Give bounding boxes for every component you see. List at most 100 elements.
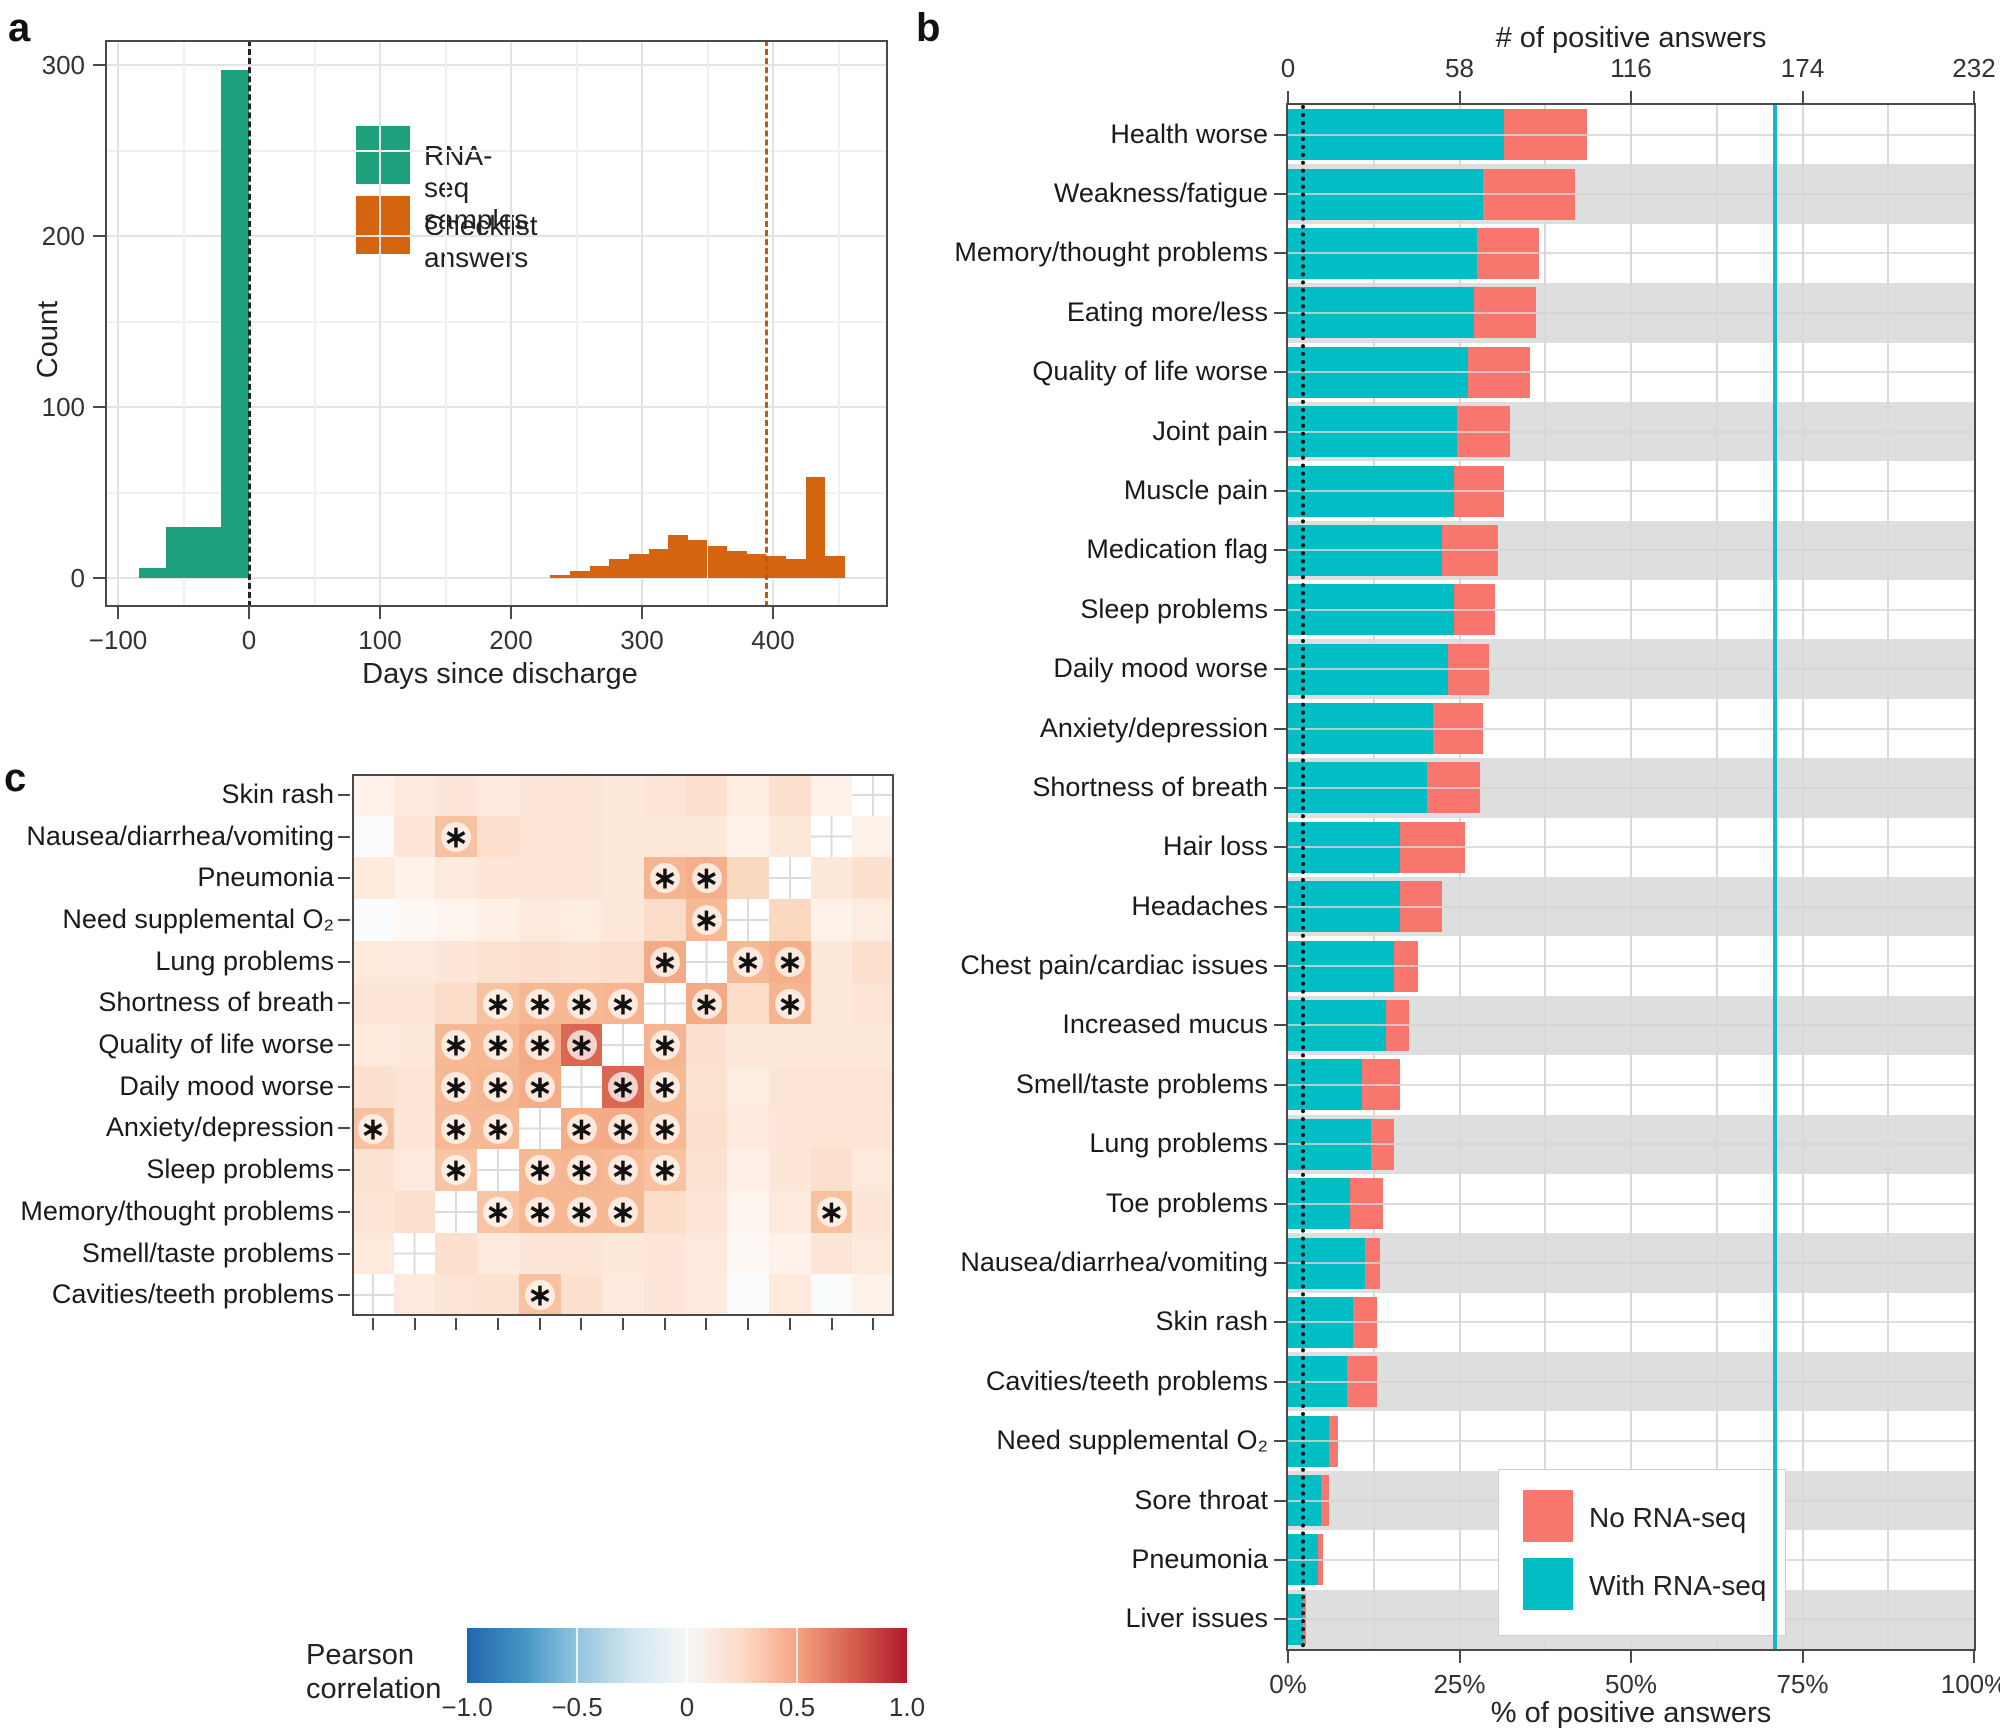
row-label: Cavities/teeth problems [985, 1365, 1268, 1396]
heatmap-cell [435, 983, 477, 1024]
heatmap-cell [394, 1274, 435, 1316]
heatmap-cell [519, 816, 561, 857]
row-label: Eating more/less [1066, 296, 1268, 327]
significance-star: ∗ [525, 988, 555, 1020]
heatmap-cell [686, 1274, 727, 1316]
panel-b-top-axis-title: # of positive answers [1495, 22, 1767, 54]
heatmap-cell [727, 857, 769, 899]
top-tick-mark [1973, 91, 1975, 103]
heatmap-cell [435, 1191, 477, 1233]
heatmap-cell [394, 774, 435, 816]
bottom-tick-mark [1801, 1651, 1804, 1663]
gridline-v [1544, 105, 1547, 1649]
heatmap-cell [602, 1233, 644, 1274]
heatmap-cell [352, 983, 394, 1024]
heatmap-cell [352, 816, 394, 857]
heatmap-row-tick [338, 877, 350, 880]
panel-a-letter: a [8, 6, 31, 50]
x-tick-label: 0 [241, 625, 257, 655]
heatmap-cell [686, 1024, 727, 1066]
gridline-v [772, 40, 774, 607]
legend-label-with-rnaseq: With RNA-seq [1589, 1570, 1767, 1601]
top-tick-label: 116 [1610, 53, 1652, 83]
significance-star: ∗ [483, 988, 513, 1020]
heatmap-cell [394, 1066, 435, 1108]
x-tick-label: 100 [358, 625, 402, 655]
heatmap-cell [811, 1274, 852, 1316]
row-tick-mark [1274, 1499, 1286, 1502]
heatmap-cell: ∗ [644, 1108, 686, 1149]
heatmap-cell [477, 1274, 519, 1316]
heatmap-cell [561, 899, 602, 941]
gridline-h [1288, 133, 1974, 136]
row-label: Headaches [1131, 890, 1268, 921]
heatmap-cell: ∗ [686, 899, 727, 941]
heatmap-cell [769, 816, 811, 857]
heatmap-cell: ∗ [769, 941, 811, 983]
gridline-h [1288, 608, 1974, 611]
heatmap-cell [811, 1149, 852, 1191]
heatmap-cell [727, 983, 769, 1024]
heatmap-row-label: Memory/thought problems [20, 1195, 334, 1226]
panel-b-letter: b [916, 6, 941, 50]
significance-star: ∗ [816, 1197, 847, 1228]
heatmap-cell [852, 1024, 894, 1066]
significance-star: ∗ [483, 1113, 513, 1145]
histogram-bar-checklist [569, 571, 590, 578]
x-tick-label: 200 [489, 625, 533, 655]
histogram-bar-checklist [668, 535, 688, 578]
pearson-colorbar [467, 1628, 907, 1683]
heatmap-cell: ∗ [519, 1191, 561, 1233]
top-tick-label: 58 [1445, 53, 1474, 83]
significance-star: ∗ [691, 988, 722, 1020]
row-tick-mark [1274, 668, 1286, 671]
histogram-bar-rnaseq [193, 526, 222, 578]
heatmap-cell [519, 1108, 561, 1149]
bottom-tick-label: 75% [1776, 1669, 1829, 1699]
heatmap-cell [852, 1191, 894, 1233]
heatmap-cell: ∗ [561, 1191, 602, 1233]
gridline-v [575, 40, 578, 607]
heatmap-row-label: Quality of life worse [98, 1029, 334, 1060]
row-tick-mark [1274, 1321, 1286, 1324]
gridline-v [1458, 105, 1461, 1649]
row-label: Medication flag [1086, 534, 1268, 565]
significance-star: ∗ [691, 863, 722, 894]
significance-star: ∗ [566, 1113, 597, 1145]
row-label: Hair loss [1162, 831, 1268, 862]
heatmap-row-tick [338, 1002, 350, 1005]
heatmap-cell [811, 1024, 852, 1066]
colorbar-tick-label: 0 [679, 1692, 695, 1722]
heatmap-cell [435, 774, 477, 816]
heatmap-cell: ∗ [602, 1149, 644, 1191]
heatmap-cell [352, 774, 394, 816]
heatmap-row-label: Cavities/teeth problems [51, 1279, 334, 1310]
heatmap-cell [644, 816, 686, 857]
row-tick-mark [1274, 1024, 1286, 1027]
significance-star: ∗ [650, 947, 680, 978]
colorbar-tick-label: 0.5 [778, 1692, 816, 1722]
heatmap-row-tick [338, 1252, 350, 1255]
heatmap-cell [727, 1149, 769, 1191]
heatmap-cell [602, 774, 644, 816]
heatmap-row-tick [338, 1127, 350, 1130]
heatmap-cell [644, 774, 686, 816]
heatmap-cell [686, 774, 727, 816]
heatmap-cell: ∗ [519, 1149, 561, 1191]
heatmap-cell [477, 1149, 519, 1191]
gridline-h [105, 320, 888, 323]
row-label: Anxiety/depression [1039, 712, 1268, 743]
bottom-axis-line [1288, 1649, 1974, 1651]
heatmap-cell [352, 1024, 394, 1066]
heatmap-cell [769, 1024, 811, 1066]
heatmap-cell [811, 1233, 852, 1274]
significance-star: ∗ [775, 947, 805, 978]
heatmap-cell [519, 899, 561, 941]
significance-star: ∗ [650, 1155, 680, 1186]
heatmap-row-tick [338, 1169, 350, 1172]
row-label: Shortness of breath [1032, 771, 1268, 802]
x-tick-mark [379, 607, 381, 619]
significance-star: ∗ [775, 988, 805, 1020]
heatmap-cell [352, 1233, 394, 1274]
panel-b-legend: No RNA-seq With RNA-seq [1498, 1469, 1786, 1636]
